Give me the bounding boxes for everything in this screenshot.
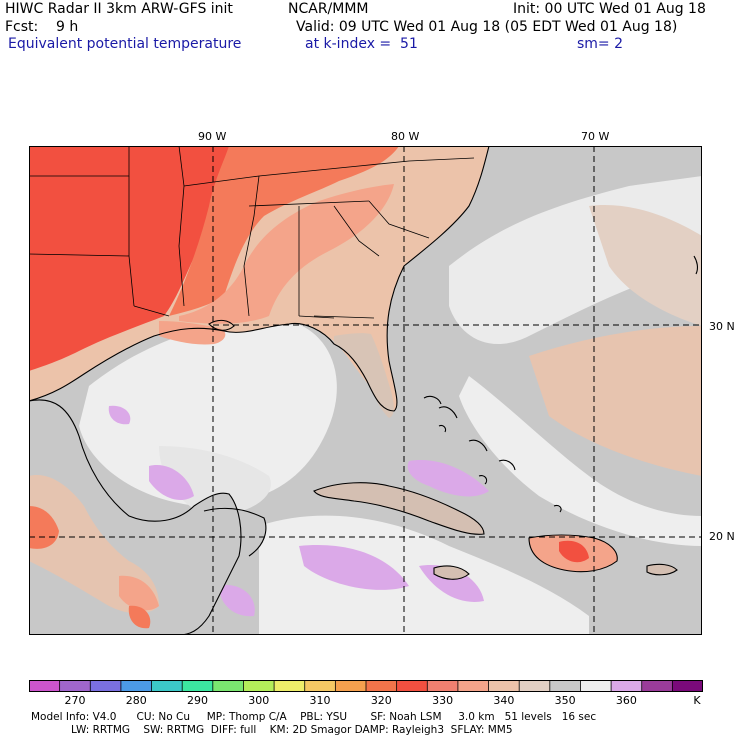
longitude-label-70w: 70 W — [581, 130, 610, 143]
colorbar-cell — [243, 680, 275, 692]
colorbar-cell — [580, 680, 612, 692]
model-info-line1: Model Info: V4.0 CU: No Cu MP: Thomp C/A… — [31, 711, 597, 723]
model-title: HIWC Radar II 3km ARW-GFS init — [5, 1, 233, 17]
colorbar-cell — [519, 680, 551, 692]
colorbar-cell — [274, 680, 306, 692]
lavender-patch-gulf — [149, 465, 194, 501]
valid-time: Valid: 09 UTC Wed 01 Aug 18 (05 EDT Wed … — [296, 19, 678, 35]
init-time: Init: 00 UTC Wed 01 Aug 18 — [513, 1, 706, 17]
colorbar-tick-label: 310 — [309, 694, 331, 707]
field-name: Equivalent potential temperature — [8, 36, 242, 52]
colorbar-tick-label: 330 — [432, 694, 454, 707]
puerto-rico-island — [647, 564, 677, 575]
colorbar-tick-label: 300 — [248, 694, 270, 707]
colorbar-tick-label: 280 — [125, 694, 147, 707]
colorbar — [29, 680, 703, 692]
lavender-patch-caribbean — [299, 545, 409, 590]
atlantic-tan-east — [529, 326, 702, 476]
colorbar-cell — [59, 680, 91, 692]
colorbar-cell — [335, 680, 367, 692]
longitude-label-80w: 80 W — [391, 130, 420, 143]
deep-south-salmon — [179, 184, 394, 324]
gulf-light-region — [79, 320, 337, 506]
latitude-label-20n: 20 N — [709, 530, 735, 543]
atlantic-tan-region — [589, 205, 702, 326]
colorbar-cell — [396, 680, 428, 692]
louisiana-region — [159, 321, 226, 345]
institution-label: NCAR/MMM — [288, 1, 369, 17]
colorbar-cell — [304, 680, 336, 692]
yucatan-peninsula — [204, 508, 266, 556]
central-america-salmon — [119, 575, 159, 611]
colorbar-cell — [212, 680, 244, 692]
colorbar-cell — [672, 680, 703, 692]
colorbar-cell — [182, 680, 214, 692]
colorbar-cell — [151, 680, 183, 692]
mid-south-orange — [169, 146, 399, 316]
colorbar-tick-label: 320 — [370, 694, 392, 707]
map-frame — [29, 146, 702, 635]
forecast-hour: Fcst: 9 h — [5, 19, 79, 35]
mexico-orange-patch — [29, 506, 59, 549]
colorbar-cell — [488, 680, 520, 692]
lavender-patch-gulf-west — [108, 405, 131, 425]
colorbar-tick-label: 290 — [187, 694, 208, 707]
lavender-patch-honduras — [219, 585, 255, 617]
colorbar-cell — [641, 680, 673, 692]
colorbar-cell — [457, 680, 490, 692]
jamaica-island — [434, 566, 469, 580]
longitude-label-90w: 90 W — [198, 130, 227, 143]
colorbar-cell — [549, 680, 581, 692]
lavender-patch-bahamas — [407, 460, 489, 497]
latitude-label-30n: 30 N — [709, 320, 735, 333]
atlantic-light-south — [459, 376, 702, 546]
colorbar-tick-label: 340 — [493, 694, 515, 707]
colorbar-cell — [90, 680, 122, 692]
colorbar-unit: K — [693, 694, 701, 707]
theta-e-map — [29, 146, 702, 635]
caribbean-light-region — [259, 515, 589, 635]
colorbar-tick-label: 270 — [64, 694, 86, 707]
cuba-island — [314, 482, 484, 535]
colorbar-tick-label: 360 — [615, 694, 637, 707]
colorbar-cell — [611, 680, 643, 692]
graticule — [29, 146, 702, 635]
colorbar-cell — [29, 680, 61, 692]
central-america-orange-patch — [128, 605, 151, 629]
colorbar-cell — [120, 680, 153, 692]
state-borders — [29, 146, 475, 319]
colorbar-tick-label: 350 — [554, 694, 576, 707]
coastline — [29, 146, 699, 635]
hispaniola-red-core — [559, 540, 589, 563]
model-info-line2: LW: RRTMG SW: RRTMG DIFF: full KM: 2D Sm… — [31, 724, 513, 736]
level-label: at k-index = 51 — [305, 36, 418, 52]
colorbar-cell — [427, 680, 459, 692]
colorbar-cell — [366, 680, 398, 692]
smoothing-label: sm= 2 — [577, 36, 624, 52]
